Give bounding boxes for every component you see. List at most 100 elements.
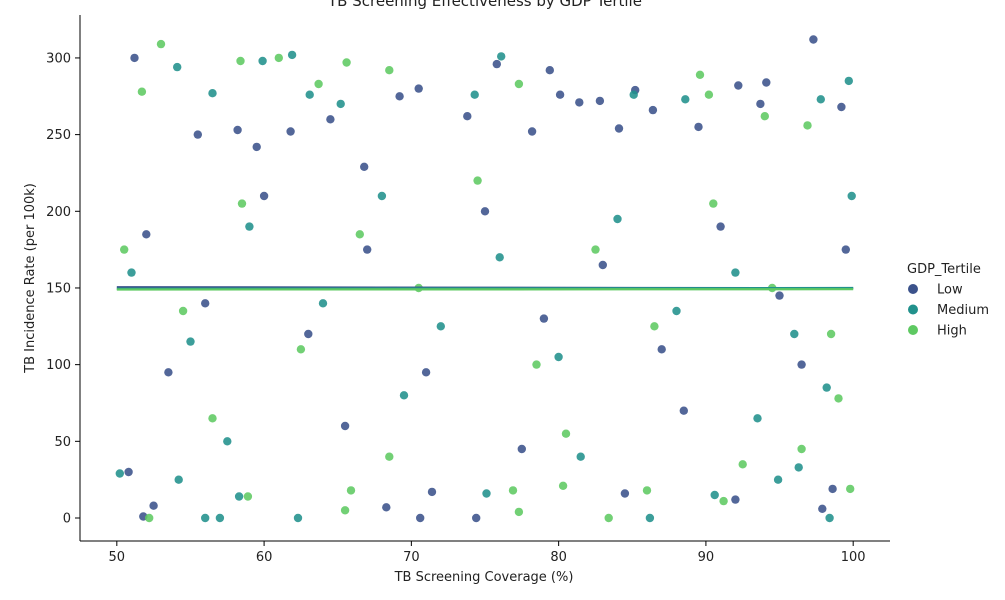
data-point-high-41 [834, 394, 843, 403]
data-point-medium-10 [816, 95, 825, 104]
data-point-high-19 [604, 513, 613, 523]
data-point-high-31 [532, 360, 541, 369]
data-point-medium-25 [186, 337, 195, 346]
data-point-medium-41 [822, 383, 831, 392]
data-point-high-28 [355, 230, 364, 239]
data-point-medium-4 [305, 90, 314, 99]
legend-marker-medium [908, 304, 918, 315]
legend-label-high: High [937, 324, 967, 339]
data-point-medium-24 [127, 268, 136, 277]
data-point-low-48 [841, 245, 850, 254]
data-point-medium-3 [287, 50, 297, 60]
data-point-high-14 [514, 507, 524, 517]
data-point-high-8 [137, 87, 147, 96]
data-point-low-39 [304, 329, 313, 339]
points-layer [115, 35, 856, 523]
data-point-medium-17 [825, 513, 834, 523]
data-point-high-0 [156, 39, 166, 49]
data-point-low-28 [756, 99, 765, 109]
data-point-high-6 [514, 79, 524, 89]
data-point-medium-38 [399, 391, 409, 400]
legend-label-medium: Medium [937, 303, 989, 318]
data-point-medium-5 [336, 99, 345, 109]
data-point-low-26 [694, 122, 703, 132]
data-point-medium-12 [201, 513, 210, 523]
data-point-low-15 [463, 112, 472, 121]
data-point-high-32 [591, 245, 600, 254]
data-point-medium-18 [174, 475, 183, 484]
x-tick-label-90: 90 [698, 550, 715, 565]
data-point-high-9 [704, 90, 714, 99]
data-point-medium-40 [753, 414, 762, 423]
data-point-high-30 [473, 176, 482, 185]
data-point-medium-28 [377, 191, 387, 201]
x-tick-label-100: 100 [841, 550, 866, 565]
y-tick-label-200: 200 [46, 205, 71, 220]
data-point-medium-6 [470, 90, 479, 99]
data-point-high-12 [145, 513, 154, 523]
data-point-medium-19 [115, 469, 125, 478]
data-point-low-18 [527, 127, 537, 136]
data-point-medium-35 [790, 329, 799, 339]
data-point-medium-8 [629, 90, 638, 99]
data-point-low-21 [575, 98, 584, 107]
x-tick-label-80: 80 [550, 550, 567, 565]
data-point-medium-20 [482, 489, 491, 498]
legend-marker-low [908, 284, 918, 294]
data-point-high-39 [561, 429, 571, 438]
data-point-high-11 [760, 112, 769, 121]
y-axis-label: TB Incidence Rate (per 100k) [23, 183, 38, 374]
data-point-low-41 [421, 368, 431, 377]
chart-title: TB Screening Effectiveness by GDP Tertil… [327, 0, 642, 10]
data-point-high-22 [346, 486, 356, 495]
data-point-high-7 [695, 70, 705, 80]
axes-layer [79, 15, 890, 542]
data-point-medium-27 [318, 299, 328, 308]
data-point-low-20 [555, 90, 565, 99]
data-point-medium-14 [293, 513, 303, 523]
data-point-low-10 [382, 503, 391, 512]
data-point-medium-29 [436, 322, 445, 331]
data-point-medium-9 [681, 95, 690, 104]
data-point-low-25 [648, 105, 658, 115]
data-point-low-0 [130, 53, 139, 63]
data-point-low-52 [679, 406, 688, 415]
data-point-medium-32 [613, 214, 622, 224]
x-tick-label-50: 50 [109, 550, 126, 565]
data-point-high-34 [709, 199, 718, 208]
data-point-high-13 [340, 506, 350, 515]
data-point-low-53 [797, 360, 806, 369]
data-point-high-10 [803, 121, 812, 130]
data-point-medium-11 [844, 76, 853, 86]
data-point-low-1 [149, 501, 158, 510]
data-point-low-43 [539, 314, 549, 323]
data-point-low-17 [492, 59, 501, 69]
data-point-high-2 [274, 53, 283, 63]
y-tick-label-300: 300 [46, 51, 71, 66]
y-tick-label-0: 0 [63, 511, 71, 526]
data-point-low-9 [360, 162, 369, 171]
data-point-medium-1 [208, 89, 217, 98]
data-point-medium-23 [234, 492, 244, 501]
data-point-low-46 [716, 222, 725, 231]
data-point-low-5 [233, 125, 242, 135]
data-point-high-21 [508, 486, 518, 495]
data-point-low-29 [762, 78, 771, 87]
data-point-medium-33 [672, 306, 681, 316]
data-point-medium-39 [576, 452, 585, 461]
data-point-low-14 [416, 513, 425, 523]
data-point-low-8 [326, 115, 335, 124]
data-point-high-1 [236, 56, 245, 66]
regression-layer [116, 286, 854, 291]
data-point-high-3 [314, 79, 323, 89]
x-tick-label-60: 60 [256, 550, 273, 565]
data-point-low-44 [598, 260, 607, 270]
data-point-low-13 [427, 487, 437, 497]
data-point-low-36 [142, 230, 151, 239]
data-point-low-38 [259, 191, 269, 201]
legend-title: GDP_Tertile [907, 262, 981, 277]
data-point-low-35 [620, 489, 630, 498]
x-axis-label: TB Screening Coverage (%) [394, 570, 574, 585]
